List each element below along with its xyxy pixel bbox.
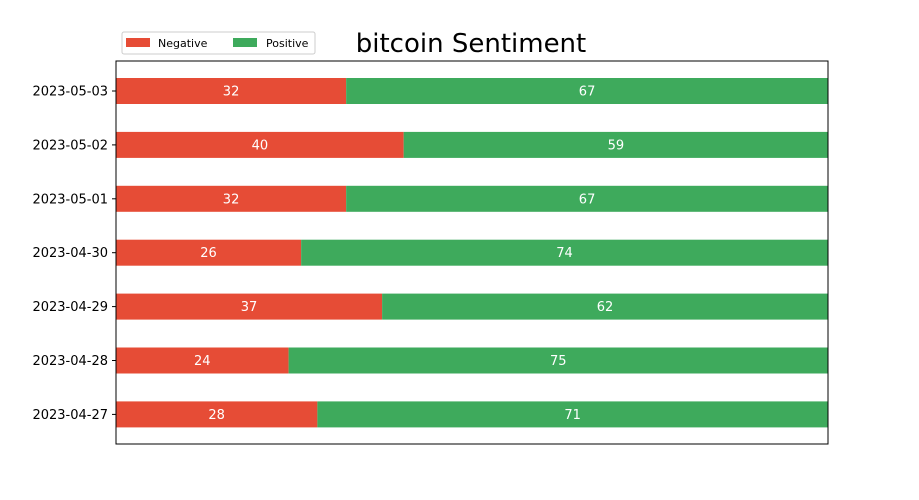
y-tick-label: 2023-04-30 (32, 246, 108, 261)
bar-value-label-positive-2023-04-30: 74 (556, 246, 573, 261)
bar-positive-2023-04-28 (288, 347, 828, 374)
bar-negative-2023-05-03 (116, 78, 347, 104)
bar-value-label-positive-2023-04-29: 62 (597, 300, 614, 315)
bar-negative-2023-05-02 (116, 131, 404, 158)
bar-positive-2023-05-02 (403, 131, 828, 158)
y-tick-label: 2023-05-03 (32, 85, 108, 100)
bar-negative-2023-04-27 (116, 401, 318, 428)
y-tick-label: 2023-04-27 (32, 408, 108, 423)
bar-negative-2023-05-01 (116, 185, 347, 212)
bar-value-label-negative-2023-05-03: 32 (223, 85, 240, 100)
bar-value-label-negative-2023-05-02: 40 (252, 138, 269, 153)
legend-label-negative: Negative (158, 37, 208, 50)
y-tick-label: 2023-04-28 (32, 354, 108, 369)
bar-value-label-negative-2023-05-01: 32 (223, 192, 240, 207)
y-tick-label: 2023-05-01 (32, 192, 108, 207)
legend-label-positive: Positive (266, 37, 309, 50)
bar-value-label-negative-2023-04-29: 37 (241, 300, 258, 315)
bar-negative-2023-04-28 (116, 347, 289, 374)
bar-value-label-positive-2023-05-02: 59 (608, 138, 625, 153)
bar-value-label-negative-2023-04-27: 28 (208, 408, 225, 423)
chart-title: bitcoin Sentiment (356, 29, 586, 59)
bar-positive-2023-04-30 (301, 239, 828, 266)
y-axis-ticks: 2023-05-03 2023-05-02 2023-05-01 2023-04-30… (32, 85, 116, 423)
legend-swatch-positive (233, 38, 257, 47)
bar-value-label-negative-2023-04-28: 24 (194, 354, 211, 369)
bar-value-label-positive-2023-05-01: 67 (579, 192, 596, 207)
bar-negative-2023-04-30 (116, 239, 302, 266)
bar-positive-2023-05-03 (346, 78, 828, 104)
plot-frame (115, 60, 829, 445)
bar-negative-2023-04-29 (116, 293, 383, 320)
legend: Negative Positive (121, 31, 316, 55)
bar-positive-2023-05-01 (346, 185, 828, 212)
y-tick-label: 2023-04-29 (32, 300, 108, 315)
legend-frame (121, 31, 316, 55)
bars: 32 67 40 59 32 67 26 74 37 62 24 75 28 71 (116, 78, 828, 428)
bar-positive-2023-04-29 (382, 293, 828, 320)
bar-positive-2023-04-27 (317, 401, 828, 428)
bar-value-label-positive-2023-05-03: 67 (579, 85, 596, 100)
bar-value-label-positive-2023-04-28: 75 (550, 354, 567, 369)
y-tick-label: 2023-05-02 (32, 138, 108, 153)
bar-value-label-negative-2023-04-30: 26 (200, 246, 217, 261)
legend-swatch-negative (126, 38, 150, 47)
bar-value-label-positive-2023-04-27: 71 (564, 408, 581, 423)
